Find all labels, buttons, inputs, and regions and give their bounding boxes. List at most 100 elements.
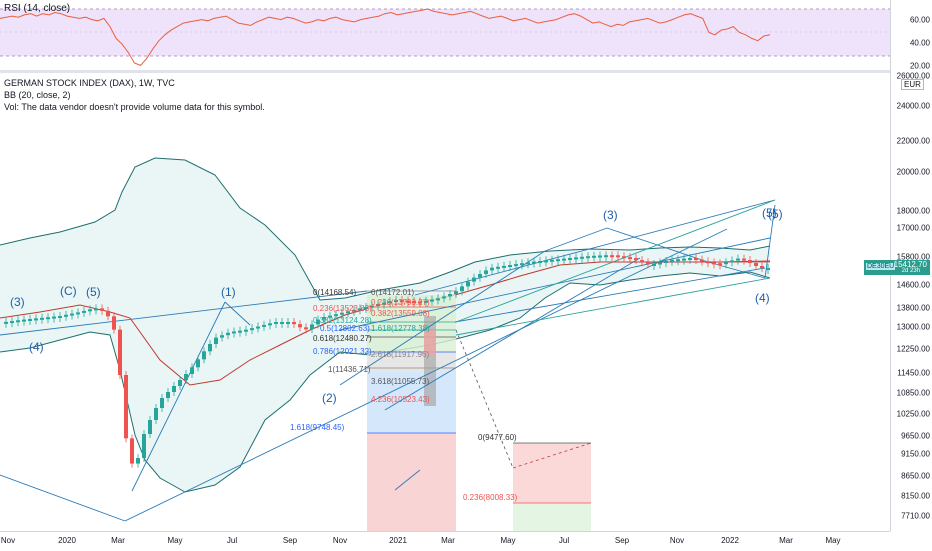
- wave-label: (5): [86, 285, 101, 299]
- price-tick: 13800.00: [896, 303, 930, 313]
- candle-body: [460, 286, 464, 292]
- time-tick: Mar: [441, 536, 455, 545]
- candle-body: [322, 317, 326, 320]
- rsi-band: [0, 9, 890, 56]
- candle-body: [100, 308, 104, 311]
- candle-body: [40, 317, 44, 320]
- current-price: 15412.70: [893, 260, 927, 269]
- candle-body: [394, 300, 398, 303]
- candle-body: [586, 256, 590, 259]
- candle-body: [148, 420, 152, 434]
- candle-body: [10, 321, 14, 324]
- candle-body: [664, 261, 668, 263]
- fib-label: 4.236(10523.43): [371, 395, 430, 404]
- candle-body: [232, 331, 236, 334]
- candle-body: [166, 392, 170, 398]
- price-tick: 18000.00: [896, 206, 930, 216]
- candle-body: [550, 259, 554, 262]
- time-tick: Sep: [282, 536, 298, 545]
- candle-body: [244, 329, 248, 332]
- candle-body: [172, 386, 176, 392]
- candle-body: [640, 260, 644, 263]
- candle-body: [700, 259, 704, 262]
- trend-line: [131, 301, 226, 492]
- candle-body: [454, 291, 458, 294]
- candle-body: [214, 337, 218, 344]
- candle-body: [628, 257, 632, 260]
- candle-body: [202, 351, 206, 360]
- candle-body: [682, 258, 686, 261]
- candle-body: [556, 259, 560, 262]
- candle-body: [670, 259, 674, 262]
- candle-body: [580, 256, 584, 259]
- projection-zone-green: [513, 503, 591, 531]
- candle-body: [490, 267, 494, 271]
- wave-label: (5): [768, 207, 783, 221]
- volume-note: Vol: The data vendor doesn't provide vol…: [4, 102, 265, 112]
- price-tick: 22000.00: [896, 136, 930, 146]
- candle-body: [94, 308, 98, 311]
- candle-body: [256, 326, 260, 329]
- wave-label: (3): [603, 208, 618, 222]
- trend-line: [0, 474, 126, 522]
- rsi-pane[interactable]: RSI (14, close): [0, 0, 890, 70]
- time-tick: Nov: [669, 536, 685, 545]
- candle-body: [730, 260, 734, 263]
- main-chart-pane[interactable]: (3) (C) (5) (4) (1) (2) (3) (5) (5) (4) 0(14168.54…: [0, 73, 890, 531]
- wave-label: (4): [29, 340, 44, 354]
- time-tick: May: [825, 536, 841, 545]
- candle-body: [118, 329, 122, 375]
- candle-body: [130, 438, 134, 464]
- candle-body: [262, 324, 266, 327]
- candle-body: [382, 302, 386, 305]
- price-tick: 10850.00: [896, 388, 930, 398]
- candle-body: [238, 330, 242, 333]
- bb-indicator-label[interactable]: BB (20, close, 2): [4, 90, 71, 100]
- candle-body: [442, 296, 446, 299]
- price-tick: 17000.00: [896, 223, 930, 233]
- candle-body: [190, 367, 194, 374]
- candle-body: [526, 262, 530, 265]
- candle-body: [16, 320, 20, 323]
- candle-body: [400, 300, 404, 303]
- candle-body: [28, 319, 32, 321]
- trend-line: [339, 250, 546, 386]
- pane-separator[interactable]: [0, 70, 932, 73]
- candle-body: [418, 301, 422, 304]
- candle-body: [514, 264, 518, 267]
- price-tick: 9650.00: [901, 431, 930, 441]
- trend-line: [0, 290, 368, 336]
- fib-label: 0.5(12802.63): [320, 324, 370, 333]
- time-axis[interactable]: Nov 2020 Mar May Jul Sep Nov 2021 Mar May Jul Sep No…: [0, 531, 890, 551]
- candle-body: [622, 256, 626, 259]
- candle-body: [388, 301, 392, 304]
- candle-body: [472, 277, 476, 282]
- candle-body: [52, 316, 56, 319]
- fib-label: 0.382(13559.08): [371, 309, 430, 318]
- candle-body: [544, 260, 548, 263]
- projection-path: [455, 329, 514, 469]
- candle-body: [352, 309, 356, 312]
- candle-body: [250, 328, 254, 331]
- price-tick: 15800.00: [896, 252, 930, 262]
- candle-body: [4, 321, 8, 324]
- candle-body: [766, 268, 770, 270]
- trend-line: [224, 301, 251, 326]
- symbol-title[interactable]: GERMAN STOCK INDEX (DAX), 1W, TVC: [4, 78, 175, 88]
- rsi-line: [0, 8, 771, 66]
- candle-body: [604, 255, 608, 258]
- candle-body: [712, 262, 716, 265]
- currency-badge[interactable]: EUR: [901, 79, 924, 90]
- candle-body: [706, 261, 710, 264]
- trend-line: [764, 204, 776, 279]
- candle-body: [328, 315, 332, 318]
- candle-body: [496, 266, 500, 269]
- candle-body: [124, 375, 128, 439]
- candle-body: [154, 408, 158, 420]
- candle-body: [226, 332, 230, 336]
- candle-body: [178, 380, 182, 386]
- candle-body: [538, 261, 542, 263]
- candle-body: [412, 301, 416, 304]
- time-tick: May: [500, 536, 516, 545]
- fib-label: 0.236(13523.83): [313, 304, 372, 313]
